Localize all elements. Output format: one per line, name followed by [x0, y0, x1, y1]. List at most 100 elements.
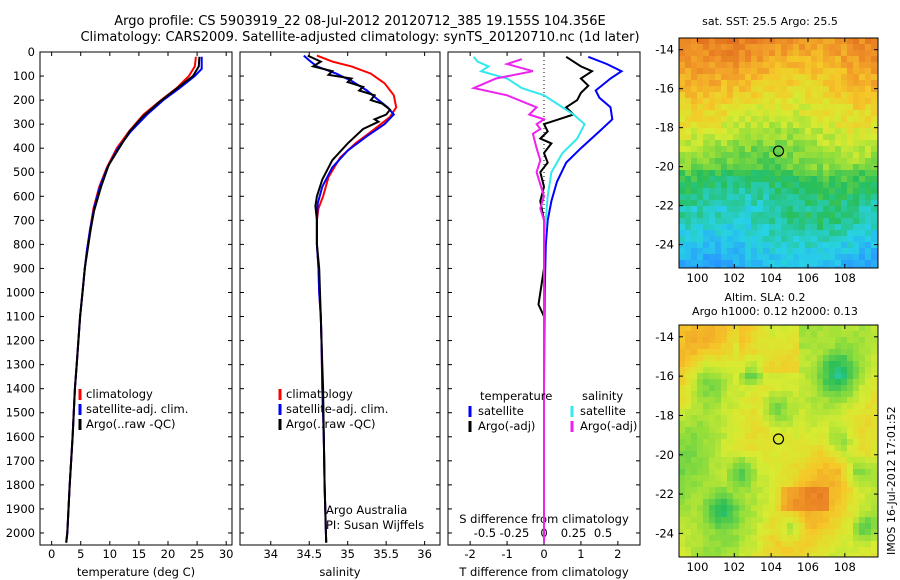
map-cell [835, 373, 842, 380]
map-cell [763, 475, 770, 482]
map-cell [859, 409, 866, 416]
map-cell [865, 74, 872, 81]
map-cell [745, 164, 752, 171]
map-cell [865, 68, 872, 75]
map-cell [721, 373, 728, 380]
map-cell [811, 331, 818, 338]
annotation-line: Argo Australia [326, 503, 407, 517]
map-cell [811, 553, 818, 557]
map-cell [757, 74, 764, 81]
map-cell [685, 481, 692, 488]
map-cell [829, 349, 836, 356]
map-cell [769, 547, 776, 554]
map-cell [679, 517, 686, 524]
map-cell [781, 409, 788, 416]
map-cell [811, 451, 818, 458]
map-cell [853, 38, 860, 45]
map-cell [685, 439, 692, 446]
map-cell [715, 373, 722, 380]
map-cell [793, 176, 800, 183]
map-cell [721, 56, 728, 63]
map-cell [871, 158, 878, 165]
map-cell [709, 242, 716, 249]
map-cell [769, 541, 776, 548]
map-cell [745, 439, 752, 446]
map-cell [757, 140, 764, 147]
map-cell [709, 260, 716, 267]
map-cell [859, 122, 866, 129]
map-cell [715, 38, 722, 45]
map-cell [691, 355, 698, 362]
map-cell [739, 104, 746, 111]
map-cell [805, 146, 812, 153]
map-cell [829, 409, 836, 416]
figure-title-line1: Argo profile: CS 5903919_22 08-Jul-2012 … [114, 14, 605, 29]
map-cell [817, 206, 824, 213]
map-cell [685, 266, 692, 268]
map-cell [859, 212, 866, 219]
map-cell [697, 529, 704, 536]
map-cell [703, 343, 710, 350]
map-cell [775, 385, 782, 392]
map-cell [793, 224, 800, 231]
map-cell [745, 206, 752, 213]
map-cell [817, 194, 824, 201]
map-cell [721, 343, 728, 350]
map-cell [757, 122, 764, 129]
map-cell [769, 385, 776, 392]
map-cell [847, 92, 854, 99]
map-cell [751, 182, 758, 189]
map-cell [799, 224, 806, 231]
map-cell [739, 110, 746, 117]
map-cell [823, 547, 830, 554]
map-cell [823, 182, 830, 189]
map-cell [745, 146, 752, 153]
map-cell [727, 50, 734, 57]
map-cell [709, 200, 716, 207]
map-cell [787, 343, 794, 350]
map-cell [841, 529, 848, 536]
map-cell [799, 62, 806, 69]
map-cell [697, 331, 704, 338]
map-cell [739, 493, 746, 500]
map-y-tick-label: -24 [655, 526, 674, 540]
map-cell [859, 505, 866, 512]
map-cell [847, 451, 854, 458]
map-cell [751, 176, 758, 183]
map-cell [829, 248, 836, 255]
map-cell [691, 164, 698, 171]
map-cell [841, 110, 848, 117]
map-cell [721, 92, 728, 99]
map-subtitle: Argo h1000: 0.12 h2000: 0.13 [692, 305, 858, 318]
map-cell [733, 547, 740, 554]
map-cell [805, 343, 812, 350]
map-cell [787, 421, 794, 428]
map-cell [739, 427, 746, 434]
map-cell [847, 218, 854, 225]
map-cell [763, 547, 770, 554]
map-cell [853, 44, 860, 51]
map-cell [799, 110, 806, 117]
map-cell [733, 260, 740, 267]
map-cell [697, 511, 704, 518]
map-cell [847, 134, 854, 141]
map-cell [853, 206, 860, 213]
map-cell [679, 104, 686, 111]
map-cell [805, 433, 812, 440]
map-cell [787, 373, 794, 380]
x-tick-label: 36 [417, 547, 432, 561]
map-cell [697, 385, 704, 392]
map-cell [871, 182, 878, 189]
map-cell [697, 523, 704, 530]
map-cell [865, 104, 872, 111]
map-cell [847, 146, 854, 153]
map-cell [811, 68, 818, 75]
map-cell [685, 92, 692, 99]
map-cell [703, 535, 710, 542]
map-cell [871, 445, 878, 452]
map-cell [841, 439, 848, 446]
map-cell [775, 266, 782, 268]
map-cell [781, 439, 788, 446]
map-cell [793, 38, 800, 45]
map-cell [757, 493, 764, 500]
